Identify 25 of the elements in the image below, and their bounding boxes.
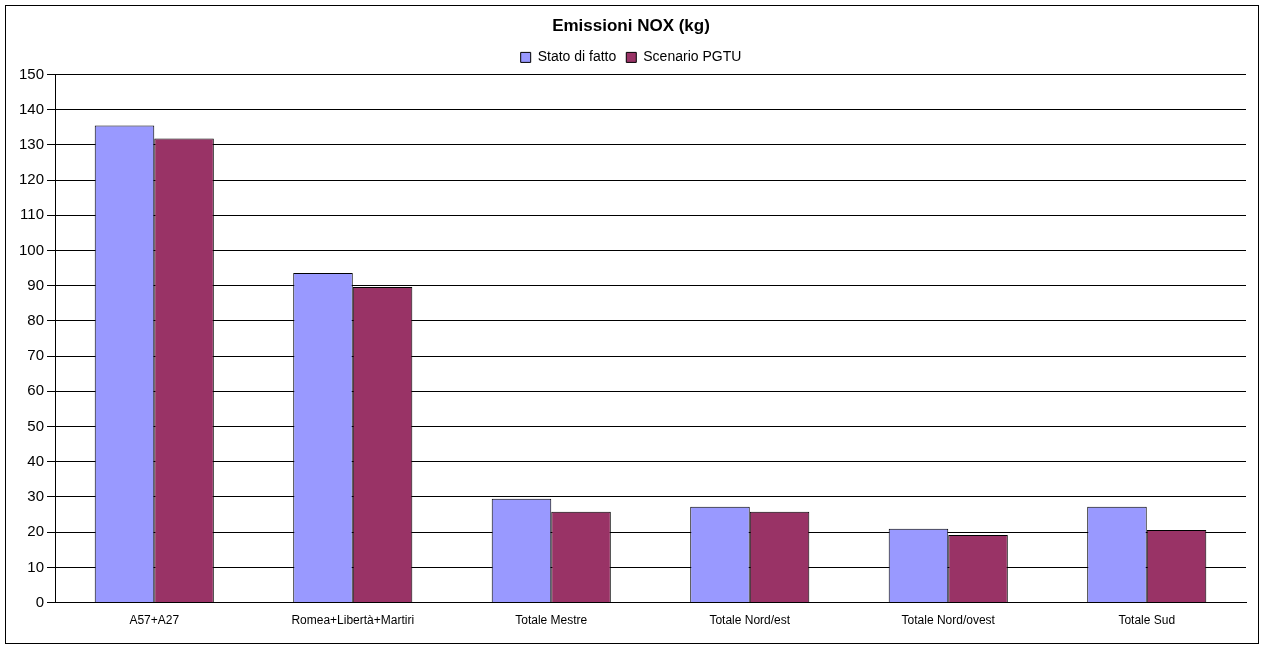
y-tick-label: 130 <box>19 134 45 152</box>
y-tick-label: 60 <box>27 381 45 399</box>
y-tick-label: 50 <box>27 416 45 434</box>
chart-title: Emissioni NOX (kg) <box>552 15 710 35</box>
legend-label: Stato di fatto <box>537 48 617 65</box>
y-tick-label: 0 <box>35 592 45 610</box>
y-tick-label: 120 <box>19 170 45 188</box>
y-tick-label: 90 <box>27 275 45 293</box>
y-tick-label: 100 <box>19 240 45 258</box>
y-tick-label: 20 <box>27 522 45 540</box>
y-tick-label: 150 <box>19 64 45 82</box>
x-tick-label: Totale Mestre <box>515 613 588 628</box>
y-tick-label: 40 <box>27 451 45 469</box>
y-tick-label: 70 <box>27 346 45 364</box>
y-tick-label: 10 <box>27 557 45 575</box>
x-tick-label: Totale Sud <box>1118 613 1176 628</box>
x-tick-label: Romea+Libertà+Martiri <box>291 613 415 628</box>
x-tick-label: Totale Nord/est <box>709 613 791 628</box>
y-tick-label: 110 <box>20 205 45 223</box>
y-tick-label: 140 <box>19 99 45 117</box>
y-tick-label: 80 <box>27 311 45 329</box>
x-tick-label: A57+A27 <box>129 613 180 628</box>
x-tick-label: Totale Nord/ovest <box>901 613 996 628</box>
legend-label: Scenario PGTU <box>643 48 742 65</box>
y-tick-label: 30 <box>27 487 45 505</box>
